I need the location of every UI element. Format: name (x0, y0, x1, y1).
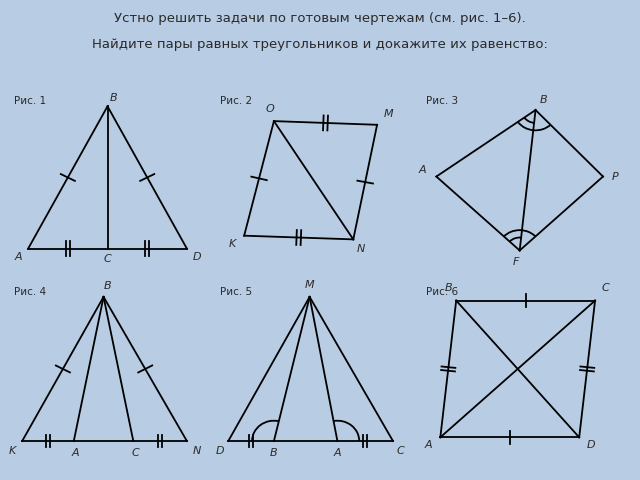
Text: D: D (216, 446, 225, 456)
Text: C: C (601, 283, 609, 293)
Text: Рис. 6: Рис. 6 (426, 287, 458, 297)
Text: Устно решить задачи по готовым чертежам (см. рис. 1–6).: Устно решить задачи по готовым чертежам … (114, 12, 526, 25)
Text: B: B (109, 93, 117, 103)
Text: B: B (540, 95, 547, 105)
Text: K: K (228, 239, 236, 249)
Text: C: C (397, 446, 404, 456)
Text: D: D (587, 441, 595, 450)
Text: K: K (9, 446, 16, 456)
Text: Рис. 3: Рис. 3 (426, 96, 458, 107)
Text: C: C (104, 253, 111, 264)
Text: A: A (333, 448, 341, 458)
Text: P: P (612, 172, 618, 182)
Text: O: O (266, 104, 275, 114)
Text: Рис. 1: Рис. 1 (14, 96, 46, 107)
Text: D: D (193, 252, 201, 262)
Text: Найдите пары равных треугольников и докажите их равенство:: Найдите пары равных треугольников и дока… (92, 38, 548, 51)
Text: B: B (444, 283, 452, 293)
Text: M: M (384, 109, 394, 120)
Text: M: M (305, 280, 314, 289)
Text: B: B (104, 281, 111, 291)
Text: N: N (357, 244, 365, 254)
Text: F: F (513, 257, 519, 267)
Text: N: N (193, 446, 201, 456)
Text: Рис. 4: Рис. 4 (14, 287, 46, 297)
Text: C: C (131, 448, 139, 458)
Text: A: A (419, 165, 426, 175)
Text: Рис. 2: Рис. 2 (220, 96, 252, 107)
Text: B: B (270, 448, 278, 458)
Text: A: A (424, 441, 432, 450)
Text: Рис. 5: Рис. 5 (220, 287, 252, 297)
Text: A: A (15, 252, 22, 262)
Text: A: A (72, 448, 79, 458)
